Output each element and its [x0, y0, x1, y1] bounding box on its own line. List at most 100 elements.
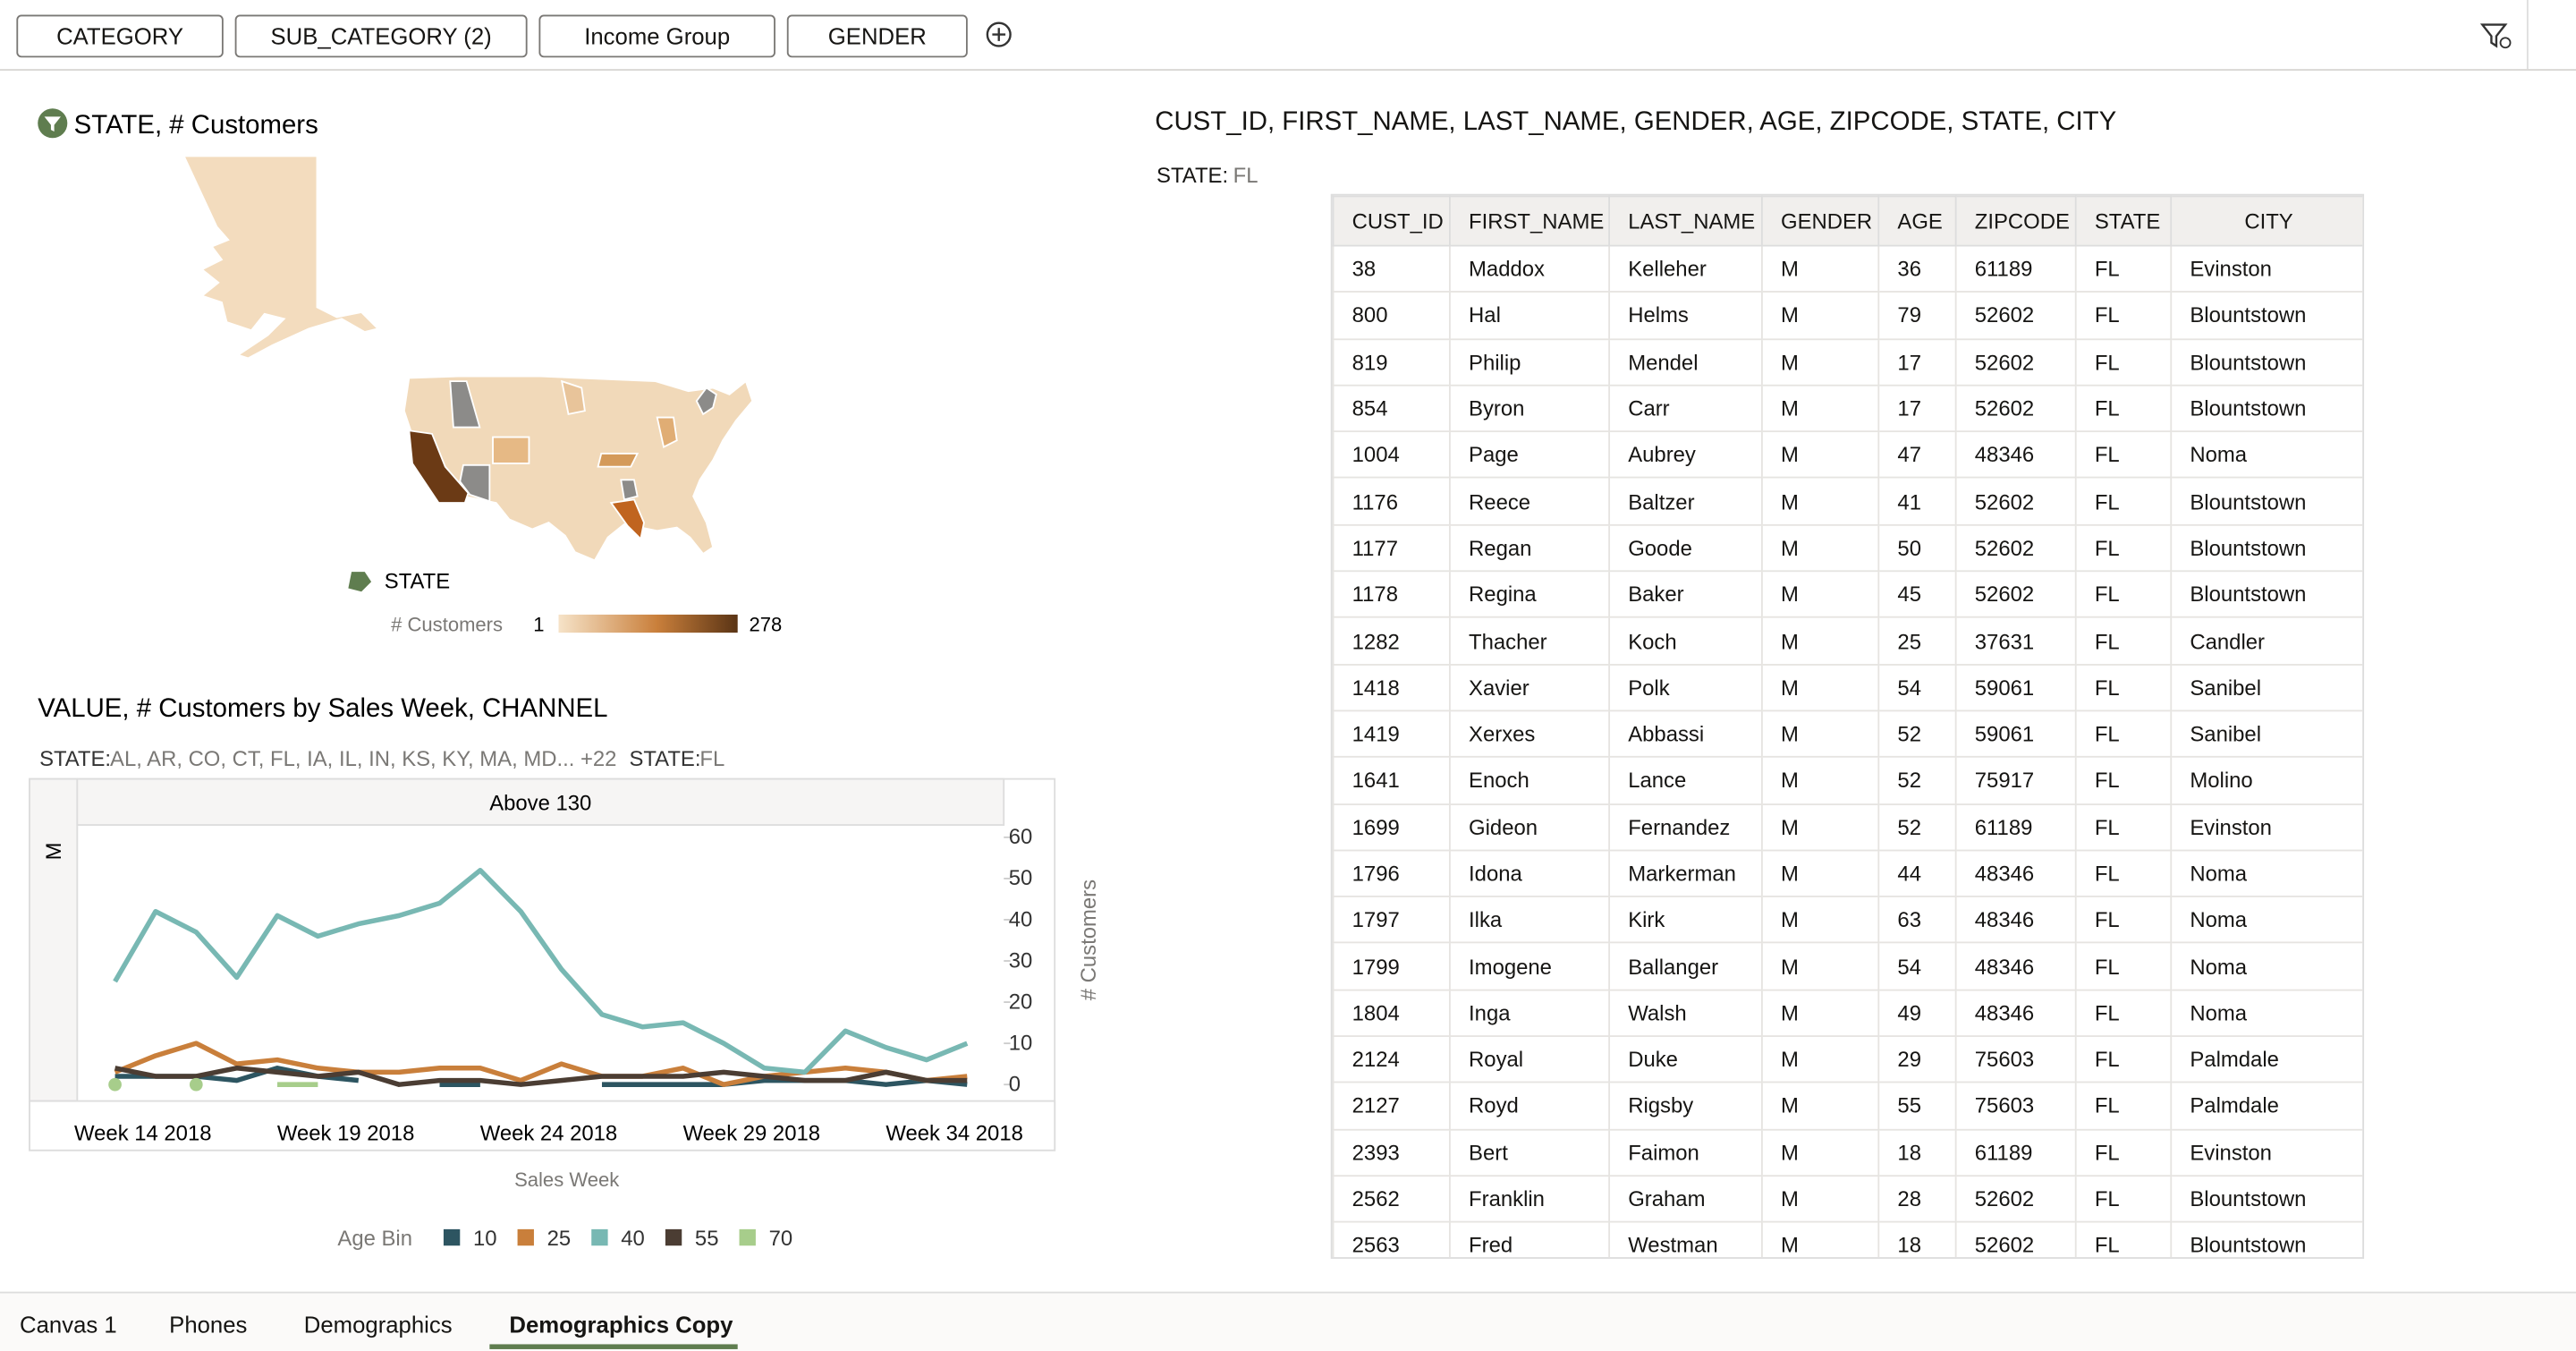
canvas-tab[interactable]: Phones	[169, 1311, 248, 1338]
table-cell: M	[1760, 384, 1880, 433]
legend-label: 70	[769, 1227, 793, 1251]
column-header[interactable]: AGE	[1877, 195, 1957, 247]
series-line	[114, 1066, 968, 1087]
x-axis-band	[29, 1100, 1056, 1151]
table-cell: Regina	[1449, 570, 1611, 619]
table-cell: Maddox	[1449, 244, 1611, 293]
column-header[interactable]: LAST_NAME	[1608, 195, 1763, 247]
shape-legend-label: STATE	[385, 570, 450, 594]
table-cell: M	[1760, 616, 1880, 666]
table-cell: 1804	[1332, 989, 1451, 1038]
table-row: 38 Maddox Kelleher M 36 61189 FL Evinston	[1332, 244, 2363, 293]
table-cell: M	[1760, 523, 1880, 573]
canvas-tab[interactable]: Demographics	[303, 1311, 453, 1338]
table-cell: 1177	[1332, 523, 1451, 573]
column-header[interactable]: FIRST_NAME	[1449, 195, 1611, 247]
table-cell: Evinston	[2170, 244, 2363, 293]
table-cell: 48346	[1954, 849, 2077, 898]
table-cell: Evinston	[2170, 803, 2363, 852]
table-cell: 17	[1877, 384, 1957, 433]
table-cell: 2127	[1332, 1082, 1451, 1131]
chart-title: VALUE, # Customers by Sales Week, CHANNE…	[38, 693, 607, 723]
table-body: 38 Maddox Kelleher M 36 61189 FL Evinston 800 Hal…	[1332, 244, 2363, 1258]
table-cell: 61189	[1954, 803, 2077, 852]
table: CUST_ID FIRST_NAME LAST_NAME GENDER AGE ZIPCO…	[1332, 195, 2363, 1258]
filter-chip[interactable]: SUB_CATEGORY (2)	[234, 14, 528, 58]
table-cell: Royd	[1449, 1082, 1611, 1131]
column-header[interactable]: CITY	[2170, 195, 2363, 247]
table-row: 2563 Fred Westman M 18 52602 FL Blountstown	[1332, 1221, 2363, 1258]
table-cell: 28	[1877, 1175, 1957, 1223]
table-cell: FL	[2074, 384, 2173, 433]
table-cell: 52602	[1954, 291, 2077, 340]
table-cell: Graham	[1608, 1175, 1763, 1223]
x-tick-label: Week 24 2018	[480, 1122, 617, 1146]
table-row: 1176 Reece Baltzer M 41 52602 FL Blountstown	[1332, 477, 2363, 526]
table-filter-value: FL	[1233, 162, 1258, 188]
table-cell: Noma	[2170, 942, 2363, 991]
table-cell: 819	[1332, 337, 1451, 387]
table-cell: 1418	[1332, 663, 1451, 712]
table-cell: 2562	[1332, 1175, 1451, 1223]
y-tick-label: 40	[1009, 907, 1033, 931]
canvas-tab[interactable]: Demographics Copy	[509, 1311, 733, 1338]
filter-chip[interactable]: CATEGORY	[16, 14, 224, 58]
table-cell: Ballanger	[1608, 942, 1763, 991]
active-tab-indicator	[489, 1344, 738, 1349]
table-row: 1418 Xavier Polk M 54 59061 FL Sanibel	[1332, 663, 2363, 712]
table-cell: Candler	[2170, 616, 2363, 666]
table-cell: 48346	[1954, 896, 2077, 945]
table-filter: STATE: FL	[1157, 163, 1258, 188]
table-cell: 48346	[1954, 942, 2077, 991]
table-filter-label: STATE:	[1157, 162, 1229, 188]
table-cell: Page	[1449, 430, 1611, 480]
us-map	[182, 155, 754, 562]
column-header[interactable]: CUST_ID	[1332, 195, 1451, 247]
table-cell: Imogene	[1449, 942, 1611, 991]
column-header[interactable]: STATE	[2074, 195, 2173, 247]
table-cell: 48346	[1954, 989, 2077, 1038]
legend-swatch	[591, 1228, 608, 1246]
table-cell: M	[1760, 709, 1880, 759]
table-cell: 1282	[1332, 616, 1451, 666]
filter-bar: CATEGORY SUB_CATEGORY (2) Income Group GEND…	[0, 0, 2576, 71]
table-cell: 29	[1877, 1035, 1957, 1084]
table-row: 1699 Gideon Fernandez M 52 61189 FL Evinston	[1332, 803, 2363, 852]
table-title: CUST_ID, FIRST_NAME, LAST_NAME, GENDER, …	[1155, 108, 2117, 137]
column-header[interactable]: ZIPCODE	[1954, 195, 2077, 247]
table-cell: 45	[1877, 570, 1957, 619]
y-tick-label: 0	[1009, 1073, 1021, 1097]
y-axis-title: # Customers	[1077, 879, 1101, 1000]
x-tick-label: Week 19 2018	[277, 1122, 414, 1146]
add-filter[interactable]	[982, 20, 1015, 53]
table-cell: 52602	[1954, 570, 2077, 619]
filter-chip[interactable]: Income Group	[538, 14, 775, 58]
table-cell: 2124	[1332, 1035, 1451, 1084]
table-cell: 41	[1877, 477, 1957, 526]
column-header[interactable]: GENDER	[1760, 195, 1880, 247]
canvas-tab[interactable]: Canvas 1	[20, 1311, 117, 1338]
visualizations: STATE, # Customers STATE # Customers 1 2…	[29, 108, 1101, 1251]
table-cell: 1641	[1332, 756, 1451, 805]
filter-menu[interactable]	[2478, 20, 2517, 53]
legend-swatch	[517, 1228, 534, 1246]
table-cell: Goode	[1608, 523, 1763, 573]
table-cell: FL	[2074, 291, 2173, 340]
table-cell: Fred	[1449, 1221, 1611, 1258]
chart-filter-label: STATE:	[629, 747, 700, 771]
table-cell: FL	[2074, 989, 2173, 1038]
table-cell: 55	[1877, 1082, 1957, 1131]
table-cell: FL	[2074, 1221, 2173, 1258]
table-row: 1419 Xerxes Abbassi M 52 59061 FL Sanibel	[1332, 709, 2363, 759]
table-cell: Thacher	[1449, 616, 1611, 666]
filter-chip[interactable]: GENDER	[786, 14, 968, 58]
table-row: 1799 Imogene Ballanger M 54 48346 FL Noma	[1332, 942, 2363, 991]
table-cell: FL	[2074, 477, 2173, 526]
table-cell: Xavier	[1449, 663, 1611, 712]
table-cell: 1178	[1332, 570, 1451, 619]
color-legend-min: 1	[533, 613, 544, 635]
table-cell: 75917	[1954, 756, 2077, 805]
table-cell: Blountstown	[2170, 523, 2363, 573]
table-cell: M	[1760, 942, 1880, 991]
legend-swatch	[443, 1228, 461, 1246]
